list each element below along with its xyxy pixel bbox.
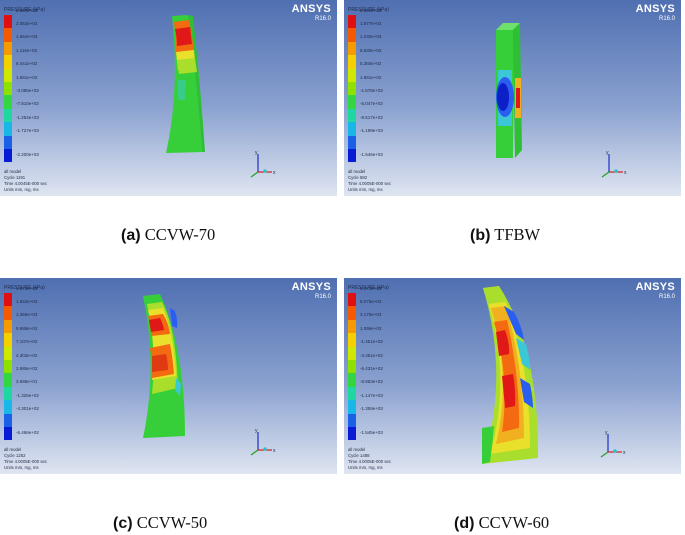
caption-c: (c) CCVW-50 <box>113 513 208 532</box>
legend-tick: -5.047e+02 <box>360 101 383 106</box>
legend-tick: 7.107e+02 <box>16 339 38 344</box>
legend-tick: -1.254e+03 <box>16 115 39 120</box>
model-info: all model Cycle 882 Time 4.0005E-000 sec U… <box>348 169 392 192</box>
color-legend <box>4 293 12 441</box>
legend-title: PRESSURE (kPa) <box>348 7 389 13</box>
axis-triad: y x <box>600 430 626 458</box>
model-info: all model Cycle 1488 Time 4.0005E-000 sec… <box>348 447 392 470</box>
svg-text:x: x <box>273 170 276 176</box>
legend-tick: 1.664e+03 <box>16 34 38 39</box>
legend-tick: 2.063e+03 <box>16 21 38 26</box>
legend-tick: 1.116e+03 <box>16 48 38 53</box>
axis-triad: y x <box>250 428 276 456</box>
legend-tick: 1.691e+02 <box>16 75 38 80</box>
color-legend <box>348 15 356 163</box>
legend-tick: 3.176e+03 <box>360 312 382 317</box>
legend-tick: 1.577e+03 <box>360 21 382 26</box>
legend-tick: 5.360e+02 <box>360 61 382 66</box>
legend-tick: -1.545e+03 <box>360 430 383 435</box>
legend-tick: 9.988e+02 <box>16 326 38 331</box>
legend-tick: -7.810e+02 <box>16 101 39 106</box>
legend-title: PRESSURE (kPa) <box>4 7 45 13</box>
svg-text:y: y <box>605 430 608 436</box>
legend-tick: -1.546e+03 <box>360 152 383 157</box>
legend-tick: 1.878e+03 <box>16 286 38 291</box>
legend-tick: 8.075e+03 <box>360 299 382 304</box>
legend-tick: -2.200e+03 <box>16 152 39 157</box>
axis-triad: y x <box>250 150 276 178</box>
legend-tick: -8.517e+02 <box>360 115 383 120</box>
caption-b: (b) TFBW <box>470 225 541 244</box>
legend-tick: -6.431e+02 <box>360 366 383 371</box>
legend-tick: 1.096e+03 <box>360 326 382 331</box>
legend-tick: -1.147e+03 <box>360 393 383 398</box>
legend-tick: 4.303e+02 <box>16 353 38 358</box>
legend-tick: -3.085e+02 <box>16 88 39 93</box>
color-legend <box>348 293 356 441</box>
legend-title: PRESSURE (kPa) <box>4 285 45 291</box>
ansys-logo: ANSYS R16.0 <box>291 281 331 301</box>
legend-tick: 9.170e+03 <box>360 286 382 291</box>
legend-tick: -4.301e+02 <box>16 406 39 411</box>
legend-tick: 1.552e+03 <box>16 299 38 304</box>
svg-text:x: x <box>273 448 276 454</box>
svg-text:x: x <box>623 450 626 456</box>
color-legend <box>4 15 12 163</box>
legend-title: PRESSURE (kPa) <box>348 285 389 291</box>
legend-tick: -1.359e+03 <box>360 406 383 411</box>
legend-tick: -1.326e+02 <box>16 393 39 398</box>
panel-d: ANSYS R16.0 PRESSURE (kPa) 9.170e+03 8.0… <box>344 278 681 474</box>
caption-a: (a) CCVW-70 <box>121 225 216 244</box>
legend-tick: -8.863e+02 <box>360 379 383 384</box>
legend-tick: -1.199e+03 <box>360 128 383 133</box>
svg-text:x: x <box>624 170 627 176</box>
legend-tick: 2.584e+03 <box>16 8 38 13</box>
model-ccvw-70 <box>166 15 205 153</box>
ansys-logo: ANSYS R16.0 <box>635 281 675 301</box>
legend-tick: 1.891e+02 <box>360 75 382 80</box>
legend-tick: 6.441e+02 <box>16 61 38 66</box>
panel-b: ANSYS R16.0 PRESSURE (kPa) 2.502e+03 1.5… <box>344 0 681 196</box>
panel-a: ANSYS R16.0 PRESSURE (kPa) 2.584e+03 2.0… <box>0 0 337 196</box>
panel-c: ANSYS R16.0 PRESSURE (kPa) 1.878e+03 1.5… <box>0 278 337 474</box>
axis-triad: y x <box>601 150 627 178</box>
legend-tick: 8.830e+02 <box>360 48 382 53</box>
legend-tick: -1.578e+02 <box>360 88 383 93</box>
legend-tick: 2.502e+03 <box>360 8 382 13</box>
model-ccvw-60 <box>482 286 539 464</box>
legend-tick: -3.351e+02 <box>360 353 383 358</box>
legend-tick: 3.595e+01 <box>16 379 38 384</box>
model-info: all model Cycle 1252 Time 4.0005E-000 sec… <box>4 447 48 470</box>
legend-tick: 2.986e+02 <box>16 366 38 371</box>
legend-tick: 1.365e+03 <box>16 312 38 317</box>
model-info: all model Cycle 1191 Time 4.0045E-000 sec… <box>4 169 48 192</box>
legend-tick: -1.727e+03 <box>16 128 39 133</box>
ansys-logo: ANSYS R16.0 <box>291 3 331 23</box>
model-ccvw-50 <box>143 294 185 438</box>
legend-tick: 1.230e+03 <box>360 34 382 39</box>
svg-text:y: y <box>255 428 258 434</box>
svg-text:y: y <box>255 150 258 156</box>
caption-d: (d) CCVW-60 <box>454 513 550 532</box>
legend-tick: -6.466e+02 <box>16 430 39 435</box>
legend-tick: -1.451e+02 <box>360 339 383 344</box>
svg-text:y: y <box>606 150 609 156</box>
ansys-logo: ANSYS R16.0 <box>635 3 675 23</box>
model-tfbw <box>496 23 522 158</box>
